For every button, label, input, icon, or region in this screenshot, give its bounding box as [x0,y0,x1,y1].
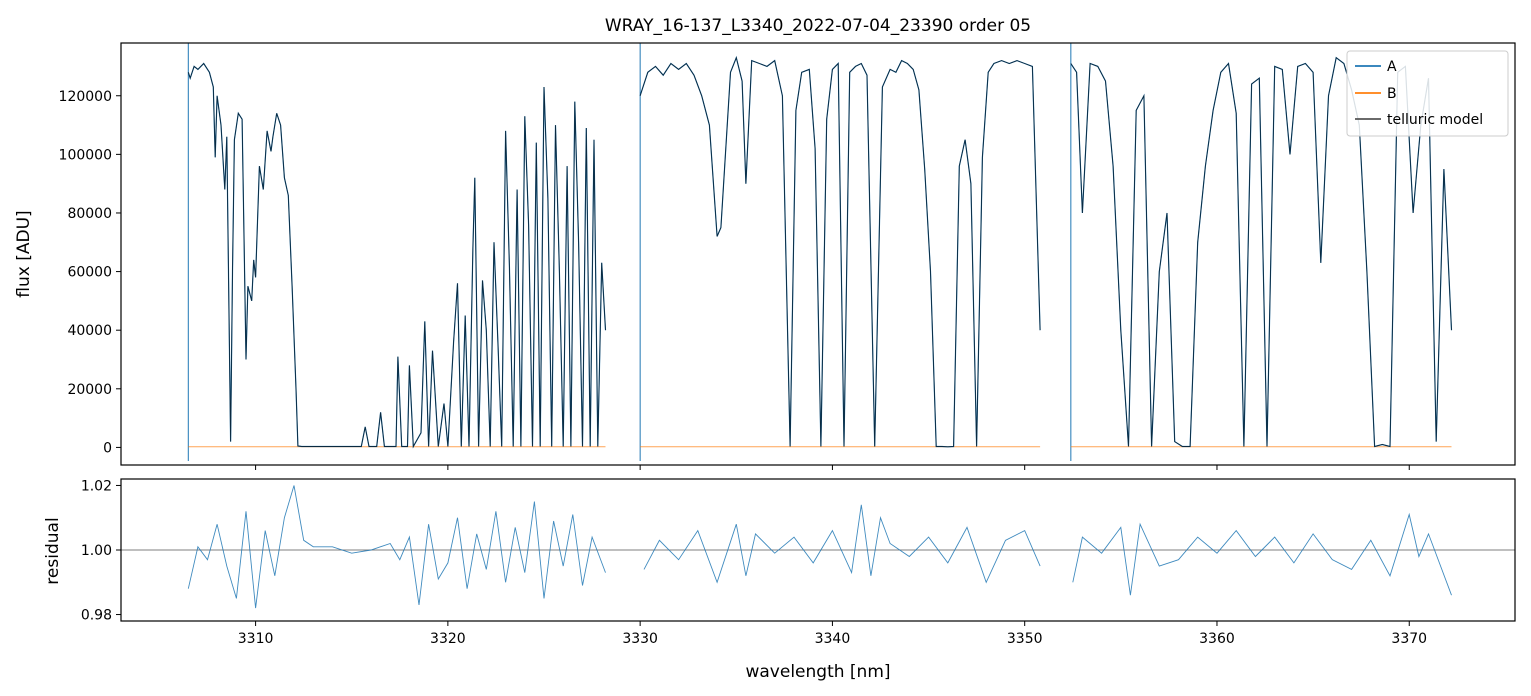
legend-label-telluric: telluric model [1387,112,1483,128]
xtick-label-5: 3360 [1199,631,1235,647]
xtick-label-2: 3330 [622,631,658,647]
residual-ytick-label-0: 0.98 [81,608,112,624]
residual-line-0 [187,485,606,609]
flux-ytick-label-4: 80000 [67,206,112,222]
y-axis-label-residual: residual [43,517,63,584]
residual-line-2 [1072,512,1452,596]
chart-title: WRAY_16-137_L3340_2022-07-04_23390 order… [605,16,1031,36]
residual-plot: 0.98 1.00 1.02 3310 3320 3330 3340 3350 3360 337… [43,478,1516,682]
xtick-label-4: 3350 [1007,631,1043,647]
flux-ytick-label-5: 100000 [59,147,112,163]
flux-ytick-label-3: 60000 [67,265,112,281]
flux-ytick-label-2: 40000 [67,323,112,339]
y-axis-label-flux: flux [ADU] [14,210,34,297]
xtick-label-0: 3310 [238,631,274,647]
xtick-label-1: 3320 [430,631,466,647]
residual-line-1 [643,504,1041,584]
telluric-model-line-0 [187,62,606,449]
xtick-label-6: 3370 [1391,631,1427,647]
residual-ytick-label-1: 1.00 [81,543,112,559]
flux-plot: 0 20000 40000 60000 80000 100000 120000 flux [… [14,42,1516,470]
xtick-label-3: 3340 [815,631,851,647]
legend-label-a: A [1387,59,1397,75]
telluric-model-line-2 [1070,56,1452,448]
residual-ytick-label-2: 1.02 [81,478,112,494]
x-axis-label: wavelength [nm] [745,662,890,682]
legend-label-b: B [1387,86,1397,102]
flux-ytick-label-0: 0 [103,440,112,456]
flux-ytick-label-6: 120000 [59,89,112,105]
flux-ytick-label-1: 20000 [67,382,112,398]
legend: A B telluric model [1346,50,1509,137]
telluric-model-line-1 [639,56,1041,448]
